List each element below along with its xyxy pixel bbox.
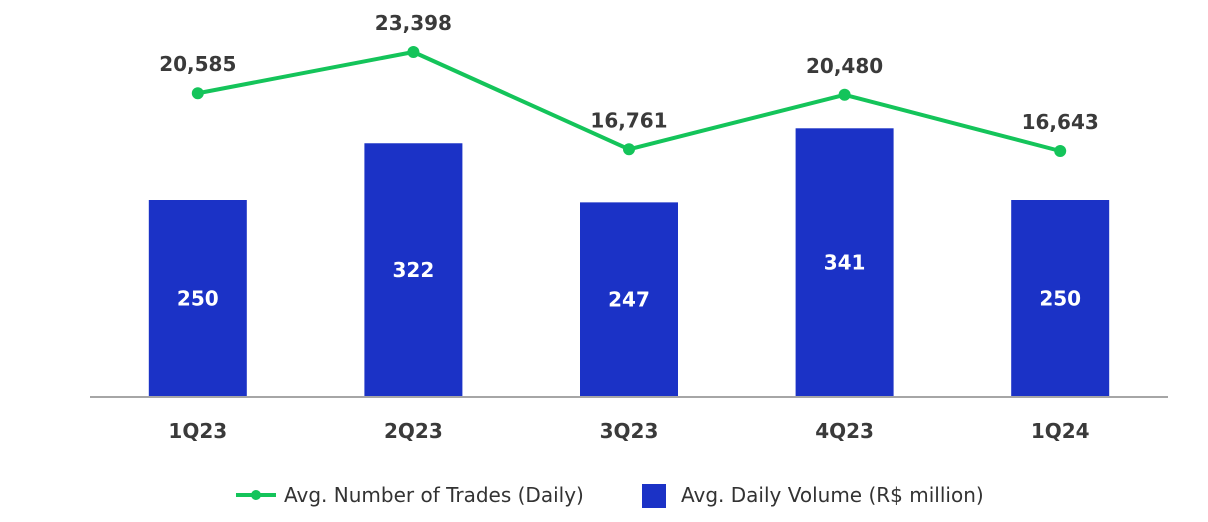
line-point [1054, 145, 1067, 157]
line-series: 20,585 23,398 16,761 20,480 16,643 [159, 11, 1099, 157]
x-tick-label: 4Q23 [815, 419, 874, 443]
bar-1q23 [148, 200, 247, 397]
line-value-label: 23,398 [375, 11, 452, 35]
bar-4q23 [795, 128, 894, 398]
line-point [191, 87, 204, 100]
trades-line [197, 50, 1061, 153]
bar-value-label: 250 [1039, 287, 1081, 311]
line-point [407, 46, 420, 58]
bar-value-label: 322 [393, 258, 435, 282]
legend-item-volume: Avg. Daily Volume (R$ million) [642, 483, 984, 508]
line-value-label: 20,585 [159, 52, 236, 76]
legend-bar-swatch [642, 484, 666, 508]
legend-line-marker [251, 490, 261, 500]
legend-label-volume: Avg. Daily Volume (R$ million) [681, 483, 984, 507]
line-value-label: 20,480 [806, 54, 883, 78]
line-point [838, 88, 851, 101]
legend-item-trades: Avg. Number of Trades (Daily) [236, 483, 584, 507]
bar-3q23 [580, 202, 678, 397]
x-axis-tick-labels: 1Q23 2Q23 3Q23 4Q23 1Q24 [168, 419, 1089, 443]
x-tick-label: 1Q24 [1031, 419, 1090, 443]
x-tick-label: 1Q23 [168, 419, 227, 443]
line-value-label: 16,643 [1022, 110, 1099, 134]
bar-data-labels: 250 322 247 341 250 [177, 251, 1081, 312]
bar-value-label: 250 [177, 287, 219, 311]
line-value-label: 16,761 [590, 108, 667, 132]
bar-series [148, 128, 1110, 398]
legend: Avg. Number of Trades (Daily) Avg. Daily… [236, 483, 984, 508]
bar-2q23 [364, 143, 463, 397]
bar-value-label: 341 [824, 251, 866, 275]
legend-label-trades: Avg. Number of Trades (Daily) [284, 483, 584, 507]
bar-1q24 [1011, 200, 1110, 397]
line-point [623, 143, 635, 156]
x-tick-label: 2Q23 [384, 419, 443, 443]
bar-value-label: 247 [608, 288, 650, 312]
x-tick-label: 3Q23 [600, 419, 659, 443]
